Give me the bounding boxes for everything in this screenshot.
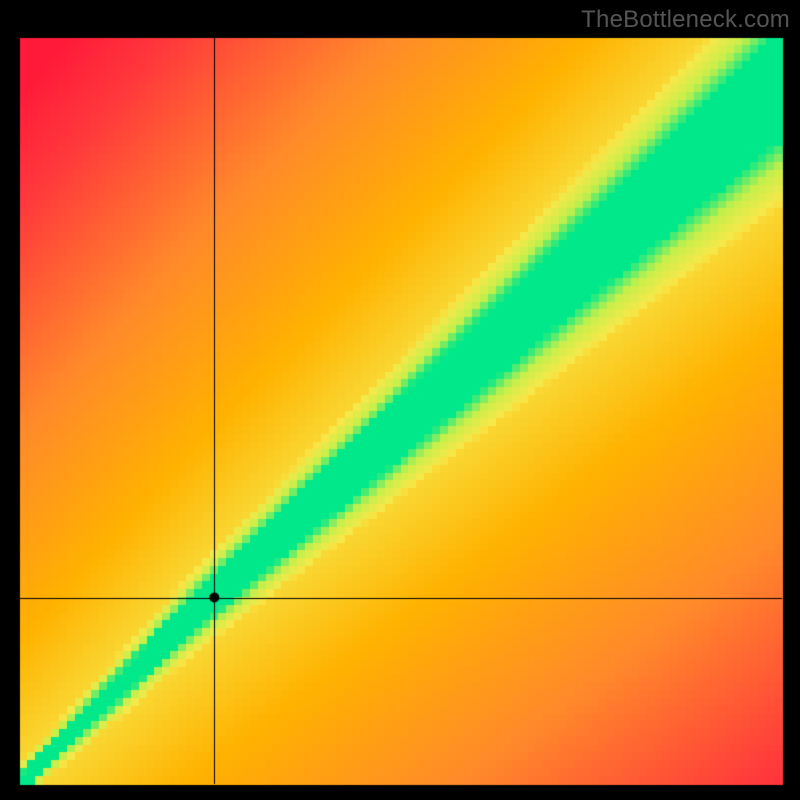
bottleneck-heatmap [0, 0, 800, 800]
watermark: TheBottleneck.com [581, 6, 790, 34]
chart-container: TheBottleneck.com [0, 0, 800, 800]
